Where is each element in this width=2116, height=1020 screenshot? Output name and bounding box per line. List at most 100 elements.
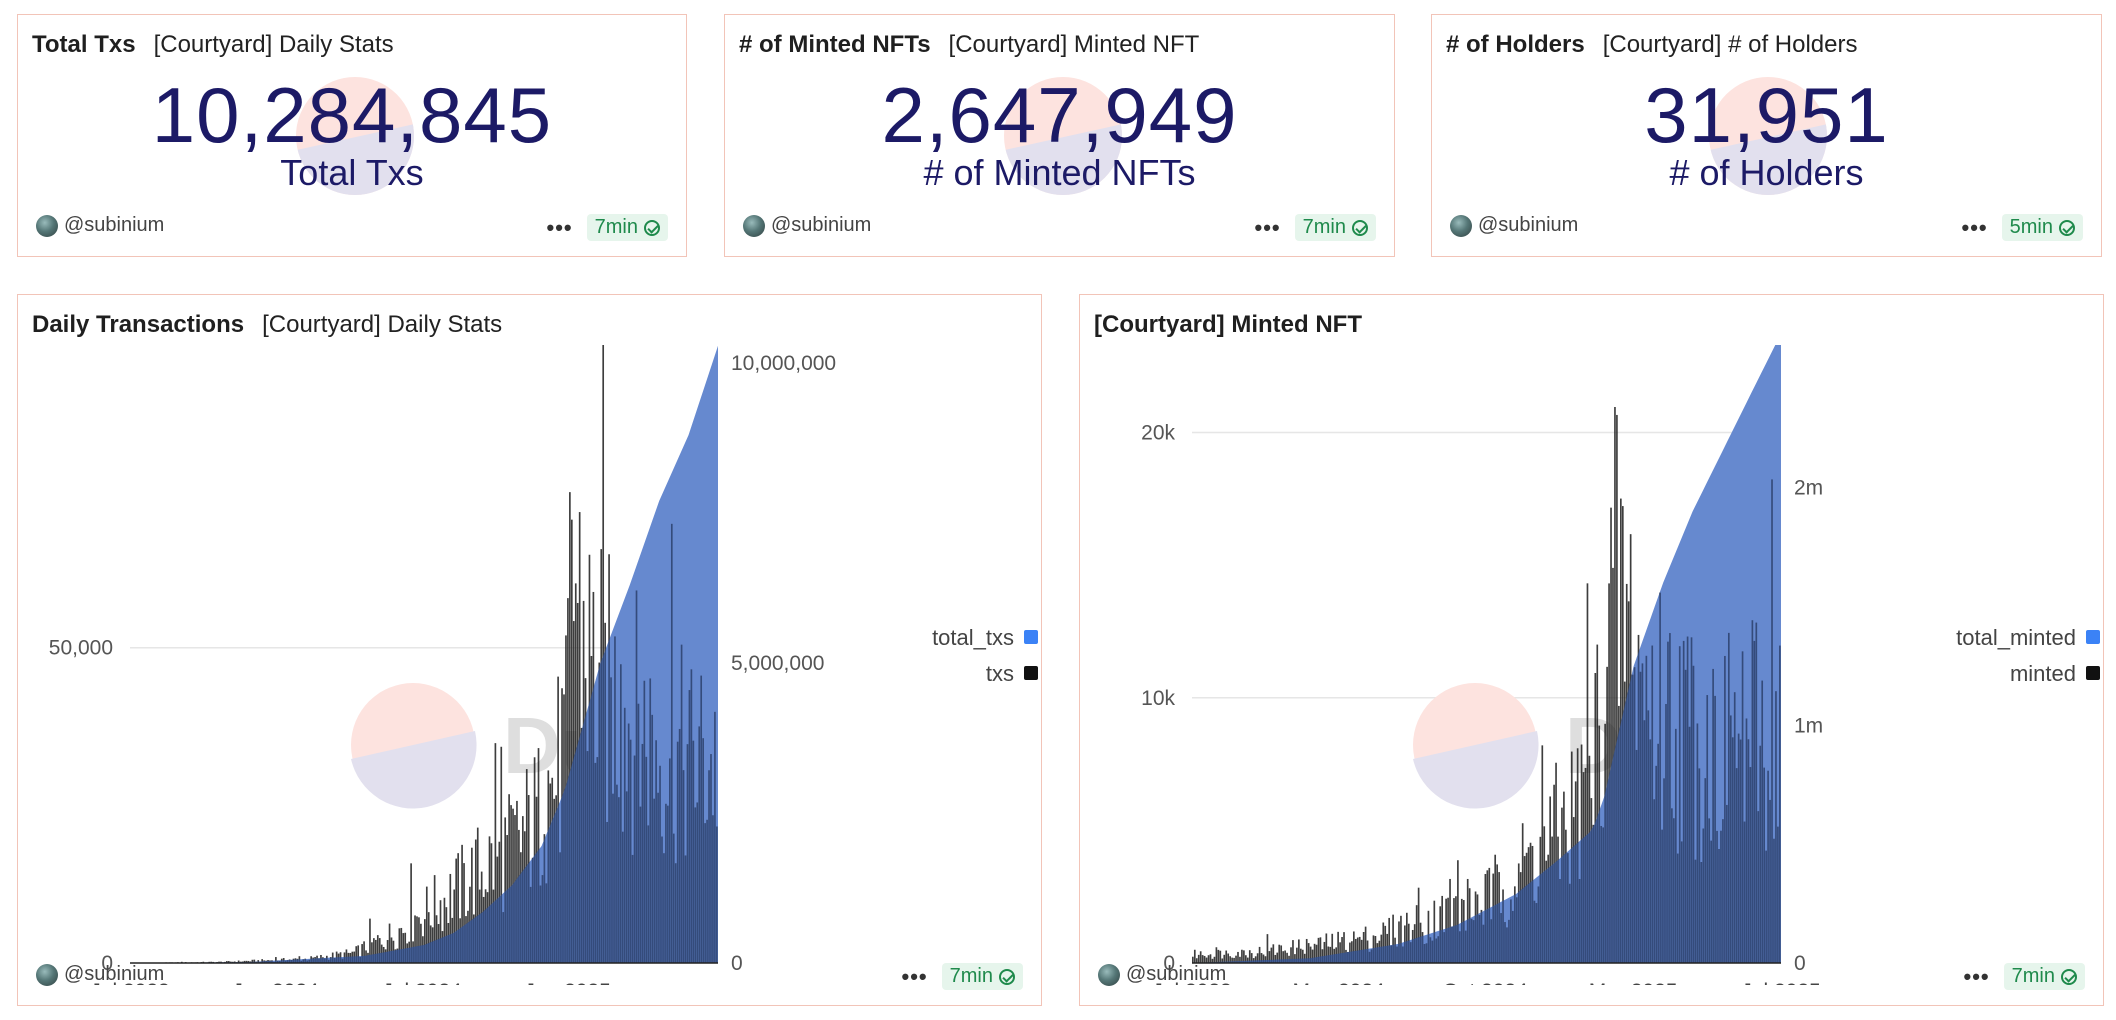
counter-card-minted-nfts[interactable]: # of Minted NFTs [Courtyard] Minted NFT … xyxy=(724,14,1395,257)
bar-txs xyxy=(433,875,436,963)
bar-minted xyxy=(1301,949,1304,963)
bar-minted xyxy=(1329,946,1332,963)
x-tick-label: Jul 2025 xyxy=(1741,980,1820,985)
author[interactable]: @subinium xyxy=(36,214,164,237)
bar-minted xyxy=(1325,933,1328,963)
bar-txs xyxy=(410,863,412,963)
author[interactable]: @subinium xyxy=(743,214,871,237)
bar-minted xyxy=(1266,934,1269,963)
dune-logo-icon xyxy=(1004,77,1122,195)
bar-minted xyxy=(1352,931,1355,963)
bar-minted xyxy=(1400,915,1402,963)
author-name[interactable]: @subinium xyxy=(64,214,165,236)
more-options-icon[interactable]: ••• xyxy=(1961,214,1988,240)
author-name[interactable]: @subinium xyxy=(64,963,165,985)
bar-txs xyxy=(261,959,263,963)
chart-card-minted-nft[interactable]: [Courtyard] Minted NFT 010k20k01m2mDuneJ… xyxy=(1079,294,2104,1006)
more-options-icon[interactable]: ••• xyxy=(1254,214,1281,240)
card-subtitle[interactable]: [Courtyard] Daily Stats xyxy=(153,31,394,58)
card-footer: @subinium ••• 7min xyxy=(18,214,686,242)
bar-minted xyxy=(1229,956,1231,963)
counter-card-holders[interactable]: # of Holders [Courtyard] # of Holders 31… xyxy=(1431,14,2102,257)
legend-swatch xyxy=(2086,666,2100,680)
chart-minted-nft[interactable]: 010k20k01m2mDuneJul 2023May 2024Oct 2024… xyxy=(1080,345,2105,985)
card-footer: @subinium ••• 7min xyxy=(18,963,1041,991)
more-options-icon[interactable]: ••• xyxy=(1963,963,1990,989)
refresh-status-badge[interactable]: 7min xyxy=(1294,214,1376,241)
bar-minted xyxy=(1207,955,1210,963)
y-tick-label-right: 0 xyxy=(1794,952,1806,975)
dune-watermark-icon xyxy=(1413,683,1539,809)
bar-txs xyxy=(414,915,416,963)
bar-txs xyxy=(463,863,465,963)
bar-minted xyxy=(1286,952,1288,963)
y-tick-label-right: 1m xyxy=(1794,714,1823,737)
bar-minted xyxy=(1406,912,1408,963)
bar-minted xyxy=(1290,947,1292,963)
bar-minted xyxy=(1337,931,1339,963)
card-title: # of Holders xyxy=(1446,31,1585,58)
bar-minted xyxy=(1323,941,1326,963)
bar-txs xyxy=(369,918,371,963)
bar-minted xyxy=(1260,953,1263,963)
card-subtitle[interactable]: [Courtyard] # of Holders xyxy=(1602,31,1858,58)
bar-minted xyxy=(1262,954,1265,963)
author-name[interactable]: @subinium xyxy=(1126,963,1227,985)
bar-minted xyxy=(1596,644,1599,963)
card-subtitle[interactable]: [Courtyard] Minted NFT xyxy=(948,31,1200,58)
legend-label: minted xyxy=(2010,661,2076,686)
counter-label: # of Minted NFTs xyxy=(923,152,1196,193)
card-footer: @subinium ••• 7min xyxy=(725,214,1394,242)
bar-minted xyxy=(1398,921,1400,963)
author[interactable]: @subinium xyxy=(36,963,164,986)
bar-minted xyxy=(1282,951,1284,963)
refresh-age: 5min xyxy=(2009,216,2053,238)
author[interactable]: @subinium xyxy=(1098,963,1226,986)
y-tick-label-left: 0 xyxy=(101,952,113,975)
bar-txs xyxy=(490,843,493,963)
bar-minted xyxy=(1217,949,1220,963)
bar-minted xyxy=(1284,950,1286,963)
bar-minted xyxy=(1311,949,1314,963)
bar-txs xyxy=(439,900,442,963)
bar-minted xyxy=(1235,955,1237,963)
avatar xyxy=(1450,214,1472,237)
counter-card-total-txs[interactable]: Total Txs [Courtyard] Daily Stats 10,284… xyxy=(17,14,687,257)
refresh-age: 7min xyxy=(949,965,993,987)
bar-txs xyxy=(449,873,452,963)
more-options-icon[interactable]: ••• xyxy=(901,963,928,989)
bar-txs xyxy=(457,853,459,963)
bar-txs xyxy=(357,945,360,963)
card-title: Total Txs xyxy=(32,31,136,58)
bar-txs xyxy=(418,917,420,963)
card-header: [Courtyard] Minted NFT xyxy=(1094,311,1362,339)
bar-minted xyxy=(1307,943,1310,963)
avatar xyxy=(36,963,58,986)
bar-txs xyxy=(424,919,426,963)
bar-txs xyxy=(376,935,379,963)
card-footer: @subinium ••• 5min xyxy=(1432,214,2101,242)
legend-label: total_txs xyxy=(932,625,1014,650)
refresh-status-badge[interactable]: 5min xyxy=(2001,214,2083,241)
bar-txs xyxy=(245,960,248,963)
bar-txs xyxy=(453,889,456,963)
counter-label: # of Holders xyxy=(1669,152,1864,193)
refresh-status-badge[interactable]: 7min xyxy=(941,963,1023,990)
chart-card-daily-transactions[interactable]: Daily Transactions [Courtyard] Daily Sta… xyxy=(17,294,1042,1006)
refresh-status-badge[interactable]: 7min xyxy=(2003,963,2085,990)
bar-minted xyxy=(1362,932,1365,963)
bar-minted xyxy=(1616,414,1618,963)
bar-minted xyxy=(1258,946,1261,963)
refresh-status-badge[interactable]: 7min xyxy=(586,214,668,241)
bar-minted xyxy=(1294,954,1296,963)
bar-minted xyxy=(1221,958,1224,963)
more-options-icon[interactable]: ••• xyxy=(546,214,573,240)
card-footer: @subinium ••• 7min xyxy=(1080,963,2103,991)
author-name[interactable]: @subinium xyxy=(771,214,872,236)
author-name[interactable]: @subinium xyxy=(1478,214,1579,236)
bar-minted xyxy=(1382,922,1385,963)
card-subtitle[interactable]: [Courtyard] Daily Stats xyxy=(262,311,503,338)
x-tick-label: May 2024 xyxy=(1292,980,1385,985)
author[interactable]: @subinium xyxy=(1450,214,1578,237)
